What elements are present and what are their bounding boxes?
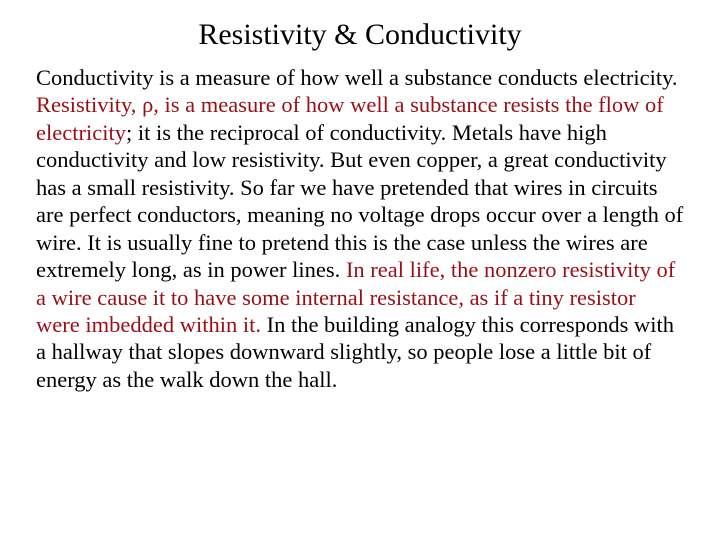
highlight-resistivity-def-start: Resistivity, <box>36 92 142 117</box>
body-text-intro: Conductivity is a measure of how well a … <box>36 65 677 90</box>
slide: Resistivity & Conductivity Conductivity … <box>0 0 720 540</box>
page-title: Resistivity & Conductivity <box>36 18 684 52</box>
body-paragraph: Conductivity is a measure of how well a … <box>36 64 684 393</box>
rho-symbol: ρ <box>142 92 153 117</box>
